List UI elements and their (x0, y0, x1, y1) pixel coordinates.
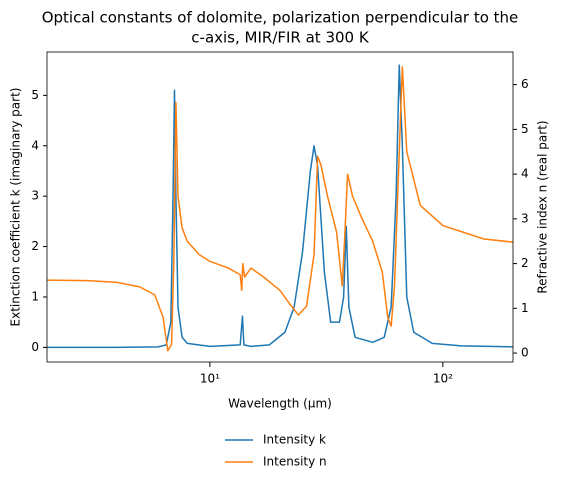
x-tick-label: 10² (433, 372, 453, 386)
legend-label: Intensity n (263, 455, 327, 469)
y2-tick-label: 1 (521, 301, 529, 315)
y2-tick-label: 0 (521, 346, 529, 360)
legend-label: Intensity k (263, 433, 326, 447)
data-line (47, 64, 514, 349)
y-axis-label: Extinction coefficient k (imaginary part… (9, 88, 23, 327)
y2-tick-label: 4 (521, 167, 529, 181)
plot-frame (46, 51, 514, 363)
y2-tick-label: 6 (521, 77, 529, 91)
y-tick-label: 0 (31, 340, 39, 354)
y2-axis-label: Refractive index n (real part) (536, 120, 550, 293)
y2-tick-label: 3 (521, 211, 529, 225)
y-tick-label: 2 (31, 239, 39, 253)
y2-tick-label: 5 (521, 122, 529, 136)
y-tick-label: 1 (31, 289, 39, 303)
y-tick-label: 5 (31, 88, 39, 102)
x-tick-label: 10¹ (200, 372, 220, 386)
y-tick-label: 4 (31, 138, 39, 152)
y-tick-label: 3 (31, 189, 39, 203)
chart-title: Optical constants of dolomite, polarizat… (42, 9, 519, 27)
chart-title: c-axis, MIR/FIR at 300 K (191, 29, 370, 47)
data-line (46, 66, 514, 352)
y2-tick-label: 2 (521, 256, 529, 270)
x-axis-label: Wavelength (μm) (228, 397, 332, 411)
